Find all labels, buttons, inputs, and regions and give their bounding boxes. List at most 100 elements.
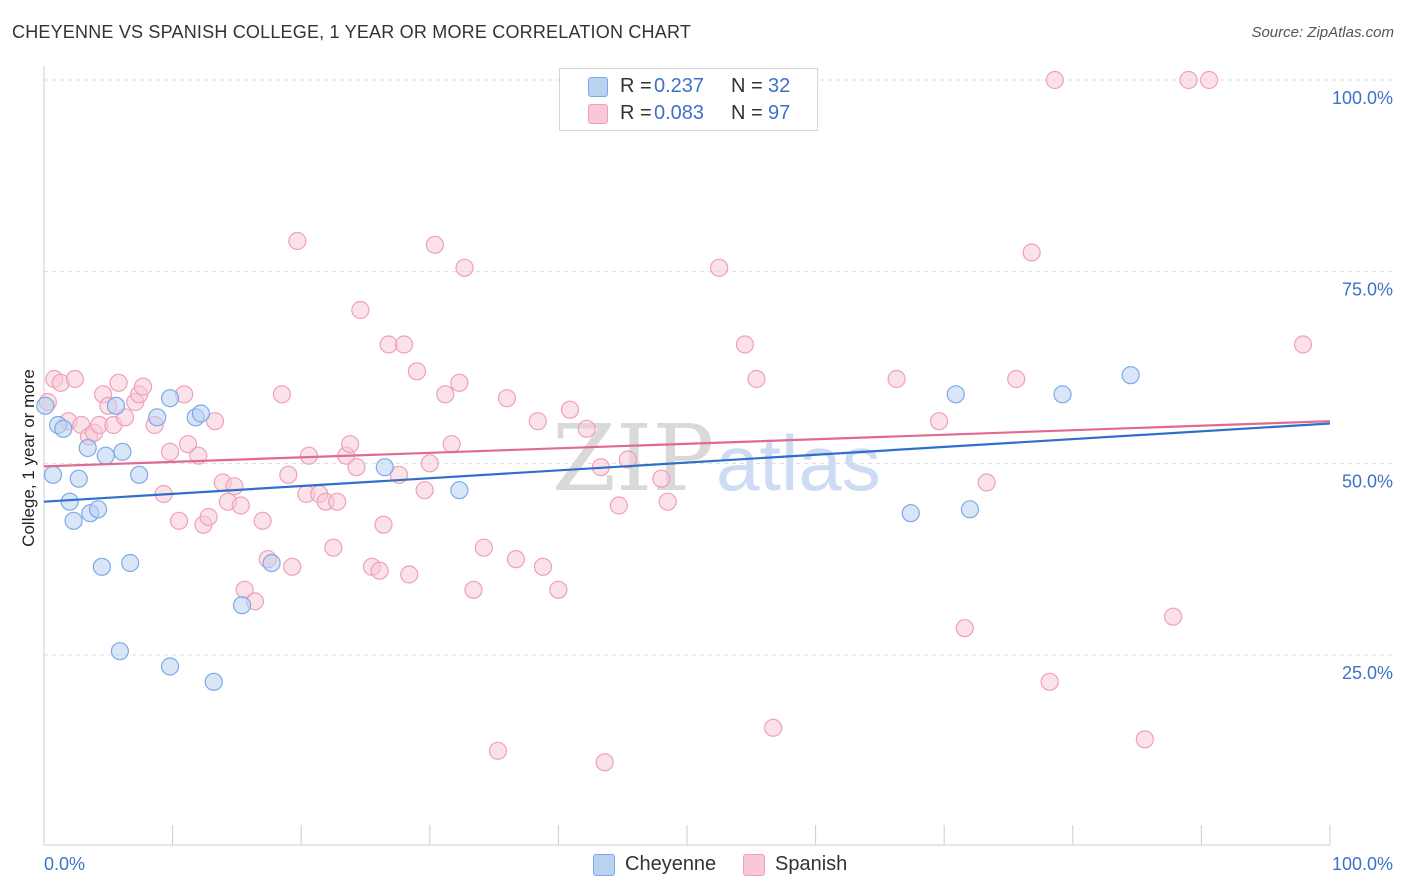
- spanish-point: [133, 377, 153, 396]
- spanish-point: [977, 473, 996, 492]
- series-swatch-cheyenne: [593, 854, 615, 876]
- cheyenne-point: [191, 404, 210, 423]
- cheyenne-point: [54, 419, 73, 438]
- series-label-cheyenne: Cheyenne: [625, 853, 717, 875]
- spanish-point: [735, 335, 754, 354]
- spanish-point: [400, 565, 419, 584]
- cheyenne-point: [121, 553, 140, 573]
- spanish-point: [442, 435, 461, 454]
- spanish-point: [109, 373, 128, 392]
- spanish-point: [455, 258, 474, 277]
- spanish-point: [374, 515, 393, 534]
- spanish-point: [272, 385, 292, 404]
- cheyenne-point: [88, 500, 108, 519]
- series-swatch-spanish: [743, 854, 765, 876]
- spanish-point: [205, 412, 225, 431]
- spanish-point: [955, 619, 974, 638]
- spanish-point: [340, 435, 360, 454]
- spanish-point: [436, 385, 455, 404]
- spanish-point: [1007, 369, 1026, 389]
- spanish-point: [253, 511, 272, 530]
- series-spanish: [38, 70, 1313, 772]
- x-tick-label: 0.0%: [44, 854, 85, 874]
- grid-lines: [44, 79, 1392, 656]
- spanish-point: [1135, 730, 1154, 749]
- spanish-point: [595, 753, 614, 772]
- axes: [43, 66, 1331, 846]
- spanish-point: [425, 235, 445, 254]
- cheyenne-point: [160, 657, 180, 676]
- legend-r-label: R =: [620, 102, 652, 124]
- cheyenne-point: [1121, 366, 1140, 385]
- cheyenne-trend-line: [43, 422, 1331, 503]
- legend-r-label: R =: [620, 75, 652, 97]
- spanish-point: [279, 465, 298, 484]
- spanish-point: [324, 538, 343, 557]
- cheyenne-point: [43, 465, 63, 484]
- spanish-point: [710, 258, 729, 277]
- legend-swatch-spanish: [588, 104, 608, 124]
- legend-row-cheyenne: R = 0.237 N = 32: [560, 74, 817, 100]
- cheyenne-point: [148, 408, 167, 427]
- legend-r-value: 0.083: [654, 102, 705, 124]
- spanish-point: [225, 477, 244, 496]
- cheyenne-point: [96, 446, 115, 465]
- spanish-point: [347, 458, 366, 477]
- legend-n-label: N =: [731, 75, 763, 97]
- y-tick-label: 100.0%: [1332, 88, 1393, 108]
- cheyenne-point: [69, 469, 88, 488]
- legend-r-value: 0.237: [654, 75, 705, 97]
- spanish-point: [1179, 70, 1198, 90]
- spanish-point: [370, 561, 389, 580]
- spanish-point: [464, 580, 483, 599]
- spanish-point: [351, 300, 370, 320]
- legend-n-label: N =: [731, 102, 763, 124]
- spanish-point: [394, 335, 414, 354]
- spanish-point: [379, 335, 398, 354]
- legend-n-value: 32: [768, 75, 791, 97]
- x-tick-labels: 0.0% 100.0%: [44, 854, 1393, 874]
- y-tick-label: 75.0%: [1342, 280, 1393, 300]
- y-tick-labels: 25.0% 50.0% 75.0% 100.0%: [1332, 88, 1393, 683]
- x-tick-label: 100.0%: [1332, 854, 1393, 874]
- legend-row-spanish: R = 0.083 N = 97: [560, 101, 817, 127]
- cheyenne-point: [130, 465, 149, 484]
- spanish-point: [488, 741, 508, 760]
- y-axis-label: College, 1 year or more: [19, 369, 38, 547]
- spanish-point: [764, 718, 783, 737]
- spanish-point: [528, 412, 547, 431]
- legend: R = 0.237 N = 32 R = 0.083 N = 97: [559, 68, 818, 131]
- cheyenne-point: [92, 557, 111, 576]
- cheyenne-point: [901, 504, 920, 523]
- cheyenne-point: [113, 442, 132, 461]
- data-points: [36, 70, 1313, 772]
- cheyenne-point: [110, 642, 129, 661]
- spanish-point: [747, 369, 766, 389]
- chart-source: Source: ZipAtlas.com: [1251, 24, 1394, 41]
- spanish-point: [283, 557, 302, 576]
- y-tick-label: 50.0%: [1342, 471, 1393, 491]
- series-legend: Cheyenne Spanish: [0, 852, 1406, 878]
- spanish-point: [887, 369, 906, 389]
- spanish-point: [1164, 607, 1183, 626]
- spanish-point: [415, 481, 434, 500]
- spanish-point: [407, 362, 427, 381]
- spanish-point: [450, 373, 469, 392]
- spanish-point: [1293, 335, 1313, 354]
- spanish-point: [178, 435, 198, 454]
- spanish-point: [1045, 70, 1064, 90]
- spanish-point: [65, 369, 84, 389]
- cheyenne-point: [262, 553, 281, 573]
- trend-lines: [43, 420, 1331, 503]
- cheyenne-point: [946, 385, 965, 404]
- cheyenne-point: [960, 500, 980, 519]
- spanish-point: [474, 538, 493, 557]
- spanish-point: [299, 446, 319, 465]
- chart-title: CHEYENNE VS SPANISH COLLEGE, 1 YEAR OR M…: [12, 22, 692, 42]
- spanish-point: [199, 507, 218, 527]
- spanish-point: [497, 389, 517, 408]
- spanish-point: [420, 454, 439, 473]
- spanish-point: [560, 400, 580, 419]
- spanish-point: [506, 550, 526, 569]
